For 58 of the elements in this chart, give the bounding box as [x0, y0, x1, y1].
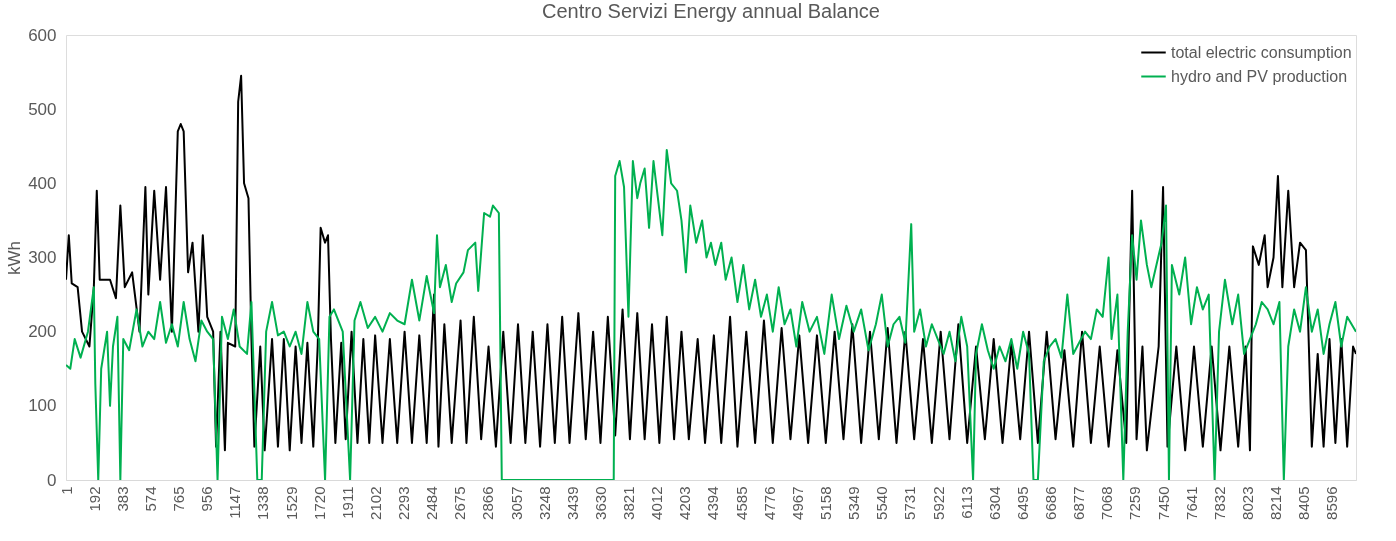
x-tick-label: 4012 — [648, 486, 666, 520]
x-tick-label: 8214 — [1267, 486, 1285, 520]
x-tick-label: 3057 — [507, 486, 525, 520]
x-tick-label: 4967 — [788, 486, 806, 520]
x-tick-label: 1 — [57, 486, 75, 495]
x-tick-label: 956 — [198, 486, 216, 512]
y-tick-label: 0 — [47, 470, 57, 490]
x-tick-label: 4203 — [676, 486, 694, 520]
x-tick-label: 765 — [170, 486, 188, 512]
x-tick-label: 3248 — [535, 486, 553, 520]
x-tick-label: 7641 — [1182, 486, 1200, 520]
x-tick-label: 1338 — [254, 486, 272, 520]
y-tick-label: 400 — [28, 173, 57, 193]
x-tick-label: 1147 — [226, 486, 244, 519]
x-tick-label: 3630 — [591, 486, 609, 520]
x-tick-label: 2484 — [423, 486, 441, 520]
x-tick-label: 7068 — [1098, 486, 1116, 520]
x-tick-label: 5158 — [817, 486, 835, 520]
x-tick-label: 8023 — [1238, 486, 1256, 520]
chart-title: Centro Servizi Energy annual Balance — [542, 0, 880, 22]
x-tick-label: 2293 — [395, 486, 413, 520]
y-tick-label: 300 — [28, 248, 57, 267]
y-tick-label: 200 — [28, 322, 57, 342]
x-tick-label: 7832 — [1210, 486, 1228, 520]
x-tick-label: 4776 — [760, 486, 778, 520]
x-tick-label: 1720 — [310, 486, 328, 520]
y-tick-label: 100 — [28, 396, 57, 416]
x-tick-label: 1911 — [338, 486, 356, 519]
x-tick-label: 7450 — [1154, 486, 1172, 520]
x-tick-label: 383 — [113, 486, 131, 512]
x-tick-label: 5540 — [873, 486, 891, 520]
line-series — [66, 148, 1356, 480]
x-tick-label: 6304 — [985, 486, 1003, 520]
x-tick-label: 5349 — [845, 486, 863, 520]
x-tick-label: 3439 — [563, 486, 581, 520]
x-tick-label: 192 — [85, 486, 103, 512]
y-tick-label: 500 — [28, 99, 57, 119]
x-tick-label: 4585 — [732, 486, 750, 520]
x-tick-label: 6877 — [1070, 486, 1088, 520]
x-tick-label: 3821 — [620, 486, 638, 520]
x-tick-label: 6113 — [957, 486, 975, 519]
x-tick-label: 2866 — [479, 486, 497, 520]
legend-label: total electric consumption — [1171, 43, 1352, 61]
x-tick-label: 4394 — [704, 486, 722, 520]
y-tick-label: 600 — [28, 25, 57, 45]
x-tick-label: 5731 — [901, 486, 919, 520]
x-tick-label: 574 — [141, 486, 159, 512]
x-tick-label: 8405 — [1295, 486, 1313, 520]
y-axis-title: kWh — [5, 241, 25, 275]
legend-label: hydro and PV production — [1171, 67, 1348, 85]
x-tick-label: 2102 — [366, 486, 384, 520]
x-tick-label: 7259 — [1126, 486, 1144, 520]
x-tick-label: 6686 — [1042, 486, 1060, 520]
x-tick-label: 1529 — [282, 486, 300, 520]
x-tick-label: 6495 — [1013, 486, 1031, 520]
x-tick-label: 2675 — [451, 486, 469, 520]
x-tick-label: 8596 — [1323, 486, 1341, 520]
x-tick-label: 5922 — [929, 486, 947, 520]
